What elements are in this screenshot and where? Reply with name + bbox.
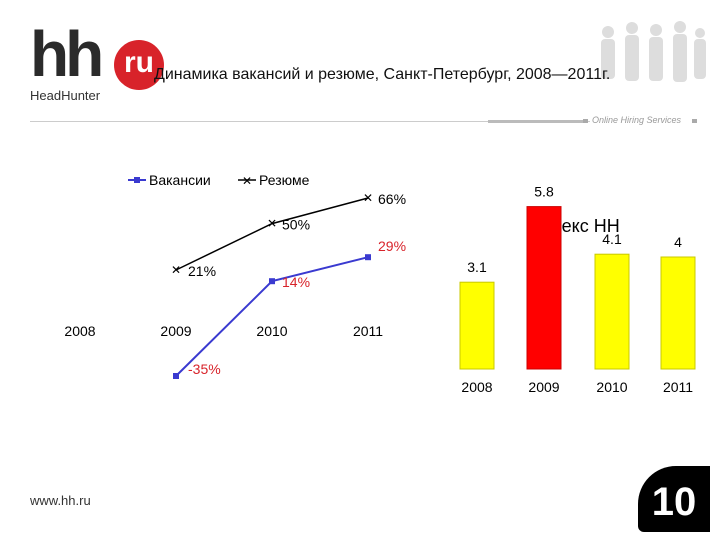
resumes-point: ✕ [267, 217, 277, 231]
divider-dot [692, 119, 697, 123]
bar-2009 [526, 206, 562, 370]
bar-x-tick-label: 2009 [528, 379, 559, 395]
people-silhouettes-icon [601, 21, 706, 82]
bar-data-label: 4.1 [602, 231, 622, 247]
vacancies-point [173, 373, 179, 379]
page-number: 10 [638, 466, 710, 532]
vacancies-data-label: -35% [188, 361, 221, 377]
headhunter-logo: hh ru HeadHunter [30, 18, 170, 104]
bar-2011 [660, 256, 696, 370]
line-x-tick-label: 2009 [160, 323, 191, 339]
bar-x-tick-label: 2008 [461, 379, 492, 395]
resumes-data-label: 21% [188, 263, 216, 279]
resumes-data-label: 66% [378, 191, 406, 207]
legend-resumes-marker: ✕ [242, 174, 252, 188]
logo-ru-badge: ru [114, 40, 164, 90]
bar-x-tick-label: 2010 [596, 379, 627, 395]
logo-subtitle: HeadHunter [30, 88, 101, 103]
bar-2010 [594, 253, 630, 370]
vacancies-point [269, 278, 275, 285]
bar-data-label: 4 [674, 234, 682, 250]
vacancies-data-label: 14% [282, 274, 310, 290]
resumes-point: ✕ [171, 263, 181, 277]
bar-data-label: 5.8 [534, 184, 554, 200]
legend-vacancies-label: Вакансии [149, 172, 211, 188]
vacancies-point [365, 254, 371, 261]
line-x-tick-label: 2010 [256, 323, 287, 339]
line-x-tick-label: 2008 [64, 323, 95, 339]
header-divider [30, 121, 590, 122]
line-x-tick-label: 2011 [353, 323, 383, 339]
website-link[interactable]: www.hh.ru [30, 493, 91, 508]
series-line-resumes [175, 197, 369, 271]
header-divider-accent [488, 120, 588, 123]
bar-x-tick-label: 2011 [663, 379, 693, 395]
bar-data-label: 3.1 [467, 259, 487, 275]
tagline: Online Hiring Services [592, 115, 682, 125]
vacancies-data-label: 29% [378, 238, 406, 254]
bar-2008 [459, 281, 495, 370]
legend-vacancies-marker [134, 177, 140, 183]
legend-resumes-label: Резюме [259, 172, 310, 188]
logo-hh-text: hh [30, 18, 104, 90]
page-title: Динамика вакансий и резюме, Санкт-Петерб… [154, 66, 611, 83]
divider-dot [583, 119, 588, 123]
resumes-point: ✕ [363, 191, 373, 205]
resumes-data-label: 50% [282, 217, 310, 233]
